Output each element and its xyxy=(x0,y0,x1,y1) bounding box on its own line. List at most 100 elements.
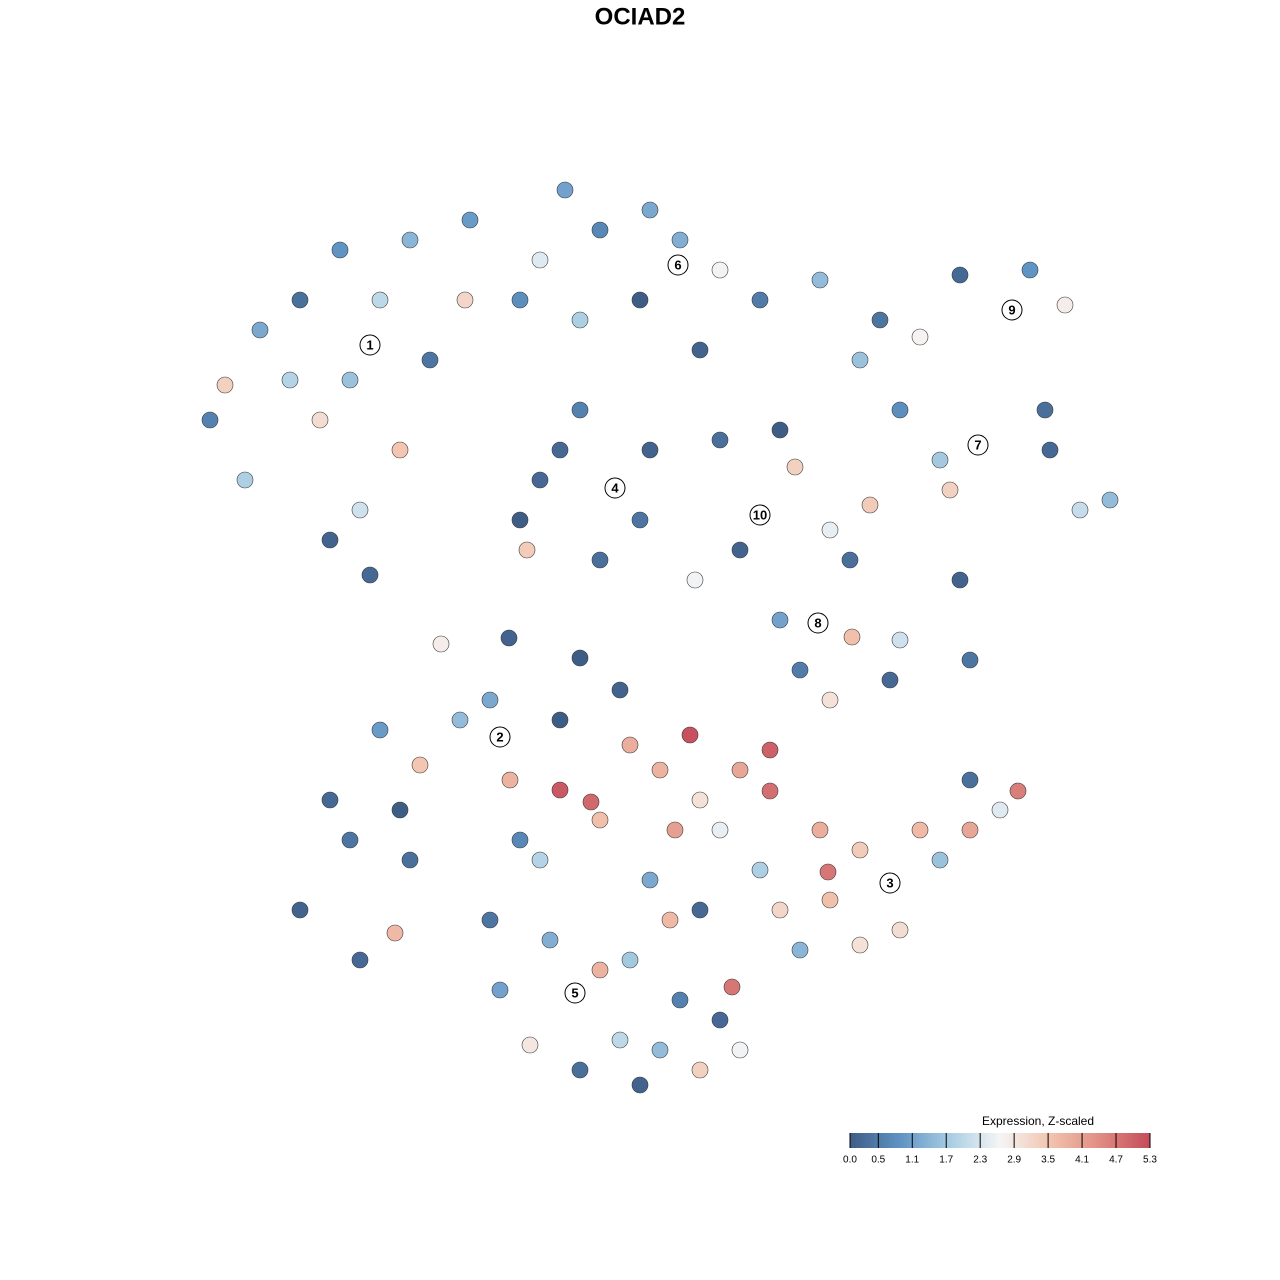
colorbar-segment xyxy=(892,1133,896,1148)
colorbar-segment xyxy=(1024,1133,1028,1148)
point xyxy=(591,811,609,829)
point xyxy=(216,376,234,394)
point xyxy=(666,821,684,839)
point xyxy=(556,181,574,199)
point xyxy=(621,951,639,969)
colorbar-segment xyxy=(1072,1133,1076,1148)
point xyxy=(391,441,409,459)
cluster-label: 1 xyxy=(366,337,373,352)
point xyxy=(501,771,519,789)
point xyxy=(771,901,789,919)
point xyxy=(611,1031,629,1049)
point xyxy=(843,628,861,646)
colorbar-segment xyxy=(1099,1133,1103,1148)
colorbar-segment xyxy=(961,1133,965,1148)
point xyxy=(841,551,859,569)
point xyxy=(432,635,450,653)
colorbar-segment xyxy=(1084,1133,1088,1148)
cluster-marker xyxy=(749,504,771,526)
point xyxy=(641,201,659,219)
point xyxy=(456,291,474,309)
colorbar-tick-label: 1.1 xyxy=(905,1155,919,1166)
cluster-marker xyxy=(359,334,381,356)
point xyxy=(851,936,869,954)
colorbar-segment xyxy=(931,1133,935,1148)
point xyxy=(951,266,969,284)
colorbar-segment xyxy=(895,1133,899,1148)
point xyxy=(631,291,649,309)
colorbar-segment xyxy=(919,1133,923,1148)
point xyxy=(1036,401,1054,419)
colorbar-segment xyxy=(913,1133,917,1148)
point xyxy=(631,511,649,529)
colorbar-tick-label: 4.1 xyxy=(1075,1155,1089,1166)
point xyxy=(331,241,349,259)
point xyxy=(819,863,837,881)
cluster-marker xyxy=(807,612,829,634)
point xyxy=(681,726,699,744)
point xyxy=(371,721,389,739)
point xyxy=(761,741,779,759)
point xyxy=(871,311,889,329)
colorbar-segment xyxy=(1060,1133,1064,1148)
point xyxy=(531,251,549,269)
point xyxy=(731,1041,749,1059)
colorbar-segment xyxy=(856,1133,860,1148)
point xyxy=(1041,441,1059,459)
colorbar-segment xyxy=(922,1133,926,1148)
point xyxy=(891,921,909,939)
point xyxy=(751,861,769,879)
colorbar-segment xyxy=(1036,1133,1040,1148)
point xyxy=(571,1061,589,1079)
point xyxy=(511,831,529,849)
point xyxy=(391,801,409,819)
point xyxy=(1021,261,1039,279)
point xyxy=(341,371,359,389)
point xyxy=(511,511,529,529)
point xyxy=(341,831,359,849)
point xyxy=(541,931,559,949)
point xyxy=(621,736,639,754)
colorbar-segment xyxy=(985,1133,989,1148)
point xyxy=(651,1041,669,1059)
colorbar-tick-label: 2.9 xyxy=(1007,1155,1021,1166)
point xyxy=(521,1036,539,1054)
colorbar-segment xyxy=(1147,1133,1151,1148)
colorbar-segment xyxy=(1039,1133,1043,1148)
colorbar-segment xyxy=(934,1133,938,1148)
colorbar-segment xyxy=(976,1133,980,1148)
colorbar-segment xyxy=(865,1133,869,1148)
colorbar-segment xyxy=(937,1133,941,1148)
colorbar-segment xyxy=(907,1133,911,1148)
point xyxy=(771,611,789,629)
point xyxy=(641,441,659,459)
colorbar-segment xyxy=(991,1133,995,1148)
point xyxy=(961,771,979,789)
point xyxy=(951,571,969,589)
colorbar-segment xyxy=(1027,1133,1031,1148)
colorbar-segment xyxy=(1054,1133,1058,1148)
point xyxy=(481,911,499,929)
cluster-marker xyxy=(564,982,586,1004)
point xyxy=(711,1011,729,1029)
colorbar-segment xyxy=(859,1133,863,1148)
colorbar-tick-label: 0.0 xyxy=(843,1155,857,1166)
colorbar-tick-label: 2.3 xyxy=(973,1155,987,1166)
cluster-marker xyxy=(1001,299,1023,321)
point xyxy=(591,961,609,979)
colorbar-segment xyxy=(1081,1133,1085,1148)
colorbar-segment xyxy=(1075,1133,1079,1148)
colorbar-segment xyxy=(868,1133,872,1148)
colorbar-segment xyxy=(943,1133,947,1148)
cluster-marker xyxy=(879,872,901,894)
point xyxy=(386,924,404,942)
colorbar-segment xyxy=(952,1133,956,1148)
colorbar-segment xyxy=(850,1133,854,1148)
point xyxy=(851,841,869,859)
colorbar-segment xyxy=(871,1133,875,1148)
colorbar-segment xyxy=(925,1133,929,1148)
point xyxy=(671,231,689,249)
point xyxy=(281,371,299,389)
cluster-label: 9 xyxy=(1008,302,1015,317)
cluster-label: 3 xyxy=(886,875,893,890)
